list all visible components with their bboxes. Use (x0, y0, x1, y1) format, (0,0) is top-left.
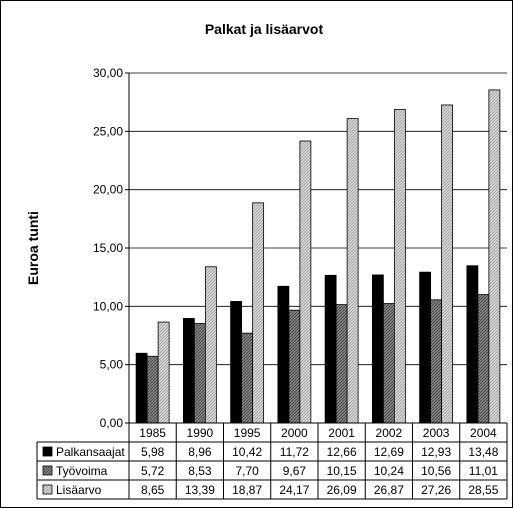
x-tick-label: 1995 (234, 426, 261, 440)
y-tick-label: 30,00 (93, 66, 123, 80)
y-tick-label: 25,00 (93, 124, 123, 138)
x-tick-label: 2000 (281, 426, 308, 440)
bar-ty-voima-1985 (146, 355, 159, 424)
bar-ty-voima-1990 (193, 323, 206, 424)
bar-lis-arvo-2004 (488, 89, 501, 424)
x-tick-label: 2004 (470, 426, 497, 440)
y-tick-label: 5,00 (100, 358, 124, 372)
legend-swatch (42, 446, 53, 457)
data-label: 26,87 (374, 483, 404, 497)
data-label: 10,15 (327, 464, 357, 478)
data-label: 10,42 (232, 445, 262, 459)
data-label: 28,55 (468, 483, 498, 497)
bar-lis-arvo-2001 (346, 118, 359, 424)
data-label: 5,72 (141, 464, 165, 478)
data-label: 10,24 (374, 464, 404, 478)
data-label: 12,93 (421, 445, 451, 459)
data-table: 1985 1990 1995 2000 2001 2002 2003 2004 Palkansa… (36, 422, 508, 500)
data-label: 8,96 (188, 445, 212, 459)
x-tick-label: 2003 (423, 426, 450, 440)
data-label: 26,09 (327, 483, 357, 497)
bars (135, 89, 501, 424)
data-label: 27,26 (421, 483, 451, 497)
legend-swatch (42, 484, 53, 495)
bar-lis-arvo-2003 (441, 104, 454, 424)
bar-palkansaajat-2004 (466, 265, 479, 424)
y-axis-label: Euroa tunti (25, 211, 41, 285)
bar-ty-voima-2003 (430, 299, 443, 424)
bar-lis-arvo-1985 (157, 321, 170, 424)
bar-palkansaajat-1995 (230, 301, 243, 424)
bar-ty-voima-1995 (241, 332, 254, 424)
legend-label: Työvoima (56, 464, 108, 478)
bar-lis-arvo-2000 (299, 140, 312, 424)
bar-lis-arvo-1990 (204, 266, 217, 424)
data-label: 13,39 (185, 483, 215, 497)
data-label: 12,66 (327, 445, 357, 459)
x-tick-label: 1985 (139, 426, 166, 440)
bar-palkansaajat-2002 (371, 274, 384, 424)
bar-palkansaajat-2000 (277, 285, 290, 424)
bar-lis-arvo-2002 (393, 109, 406, 424)
x-tick-label: 1990 (187, 426, 214, 440)
data-label: 11,01 (469, 464, 498, 478)
data-label: 13,48 (468, 445, 498, 459)
data-label: 18,87 (232, 483, 262, 497)
bar-ty-voima-2001 (335, 304, 348, 424)
data-label: 8,53 (188, 464, 212, 478)
x-tick-label: 2002 (376, 426, 403, 440)
x-tick-label: 2001 (328, 426, 355, 440)
data-label: 8,65 (141, 483, 165, 497)
y-tick-label: 0,00 (100, 416, 124, 430)
y-tick-label: 15,00 (93, 241, 123, 255)
data-label: 11,72 (280, 445, 309, 459)
y-tick-label: 20,00 (93, 183, 123, 197)
data-label: 10,56 (421, 464, 451, 478)
data-label: 24,17 (279, 483, 309, 497)
legend-label: Lisäarvo (56, 483, 102, 497)
bar-ty-voima-2002 (382, 303, 395, 424)
legend-swatch (42, 465, 53, 476)
data-label: 7,70 (235, 464, 259, 478)
legend-label: Palkansaajat (56, 445, 125, 459)
data-label: 5,98 (141, 445, 165, 459)
data-label: 9,67 (283, 464, 307, 478)
bar-palkansaajat-1990 (182, 318, 195, 424)
chart-title: Palkat ja lisäarvot (205, 21, 324, 37)
data-label: 12,69 (374, 445, 404, 459)
bar-palkansaajat-2001 (324, 274, 337, 424)
y-tick-label: 10,00 (93, 299, 123, 313)
bar-lis-arvo-1995 (252, 202, 265, 424)
bar-palkansaajat-1985 (135, 352, 148, 424)
bar-ty-voima-2004 (477, 294, 490, 424)
bar-palkansaajat-2003 (419, 271, 432, 424)
bar-ty-voima-2000 (288, 309, 301, 424)
